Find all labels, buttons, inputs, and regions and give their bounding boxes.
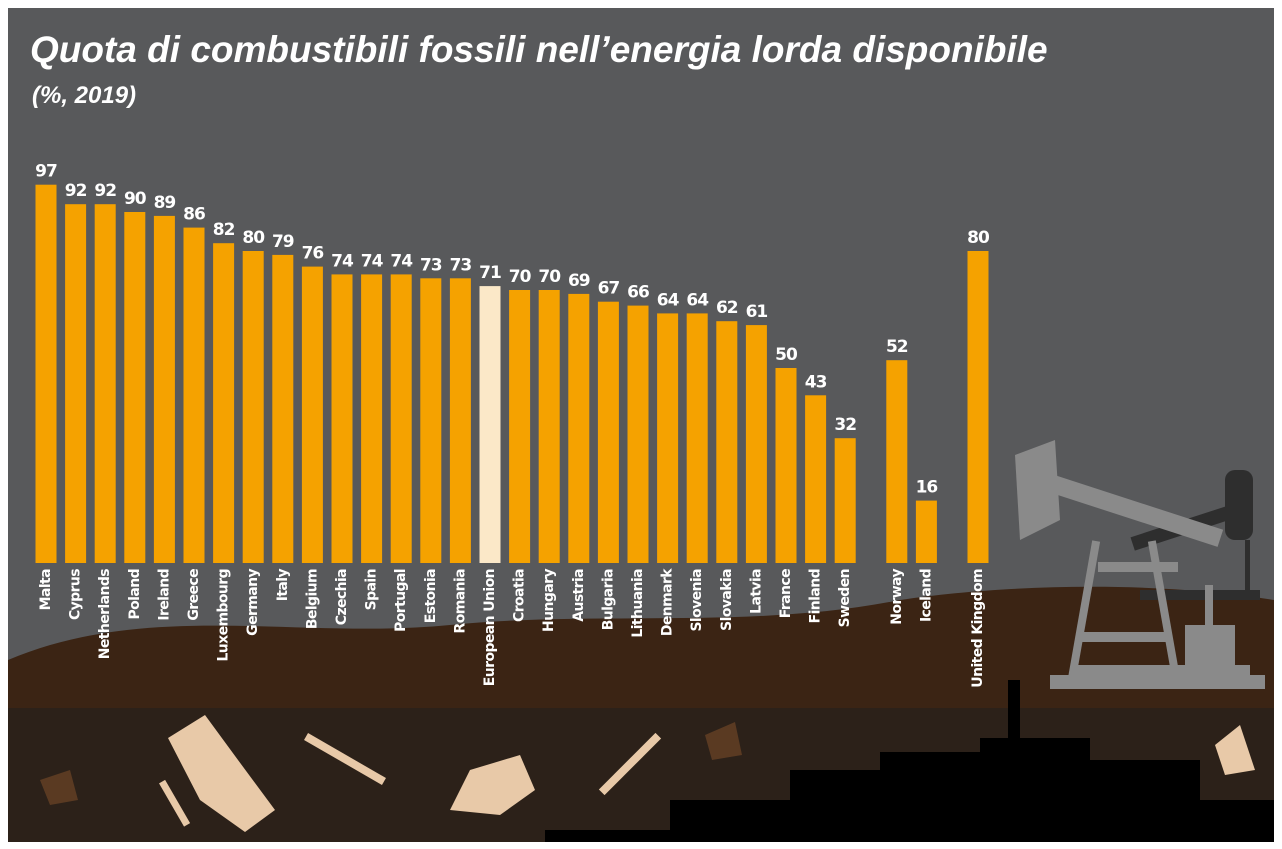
bar [598,302,619,563]
value-label: 74 [331,251,354,271]
value-label: 82 [213,220,235,240]
category-label: Malta [38,569,54,610]
category-label: Greece [186,569,202,621]
bar [302,267,323,563]
value-label: 61 [746,302,768,322]
value-label: 86 [183,205,205,225]
bar [36,185,57,563]
bar [480,286,501,563]
category-label: Bulgaria [600,569,616,630]
bar [568,294,589,563]
value-label: 64 [686,290,709,310]
value-label: 70 [538,267,561,287]
bar [154,216,175,563]
category-label: Belgium [304,569,320,629]
value-label: 66 [627,283,649,303]
value-label: 50 [775,345,798,365]
category-label: Germany [245,569,261,636]
chart: Quota di combustibili fossili nell’energ… [0,0,1282,849]
pipe [1008,680,1020,750]
value-label: 97 [35,162,57,182]
bar [657,313,678,563]
bar [776,368,797,563]
value-label: 76 [302,244,324,264]
category-label: Austria [571,569,587,622]
value-label: 62 [716,298,738,318]
value-label: 73 [450,255,472,275]
value-label: 69 [568,271,590,291]
bar [332,274,353,563]
value-label: 52 [886,337,908,357]
chart-subtitle: (%, 2019) [32,82,136,109]
bar [916,501,937,563]
bar [835,438,856,563]
value-label: 67 [598,279,620,299]
value-label: 16 [916,478,938,498]
bar [213,243,234,563]
bar [65,204,86,563]
bar [272,255,293,563]
bar [95,204,116,563]
value-label: 90 [124,189,147,209]
category-label: Ireland [156,569,172,621]
category-label: Norway [889,569,905,625]
category-label: Italy [275,569,291,602]
bar [687,313,708,563]
bar [509,290,530,563]
category-label: Lithuania [630,569,646,638]
bar [184,228,205,563]
category-label: Latvia [748,569,764,614]
category-label: Hungary [541,569,557,632]
category-label: Estonia [423,569,439,623]
bar [805,395,826,563]
bar [539,290,560,563]
value-label: 71 [479,263,501,283]
category-label: United Kingdom [970,569,986,688]
category-label: Croatia [512,569,528,622]
value-label: 43 [805,372,827,392]
bar [746,325,767,563]
bar [243,251,264,563]
value-label: 80 [242,228,265,248]
category-label: Slovenia [689,569,705,632]
category-label: Spain [364,569,380,610]
category-label: European Union [482,569,498,686]
category-label: Luxembourg [216,569,232,662]
category-label: Iceland [918,569,934,622]
category-label: Slovakia [719,569,735,631]
bar [968,251,989,563]
bar [361,274,382,563]
value-label: 64 [657,290,680,310]
value-label: 92 [65,181,87,201]
bar [716,321,737,563]
value-label: 80 [967,228,990,248]
bar [391,274,412,563]
category-label: Sweden [837,569,853,627]
category-label: Denmark [660,568,676,636]
bar [886,360,907,563]
value-label: 70 [509,267,532,287]
category-label: Poland [127,569,143,620]
chart-title: Quota di combustibili fossili nell’energ… [30,29,1048,70]
bar [420,278,441,563]
category-label: Portugal [393,569,409,632]
category-label: Finland [808,569,824,623]
bar [450,278,471,563]
value-label: 92 [94,181,116,201]
category-label: France [778,569,794,618]
value-label: 32 [834,415,856,435]
value-label: 79 [272,232,294,252]
value-label: 74 [361,251,384,271]
category-label: Netherlands [97,569,113,660]
category-label: Cyprus [68,569,84,620]
category-label: Romania [452,569,468,634]
category-label: Czechia [334,569,350,625]
bar [124,212,145,563]
value-label: 73 [420,255,442,275]
bar [628,306,649,563]
value-label: 74 [390,251,413,271]
value-label: 89 [154,193,176,213]
